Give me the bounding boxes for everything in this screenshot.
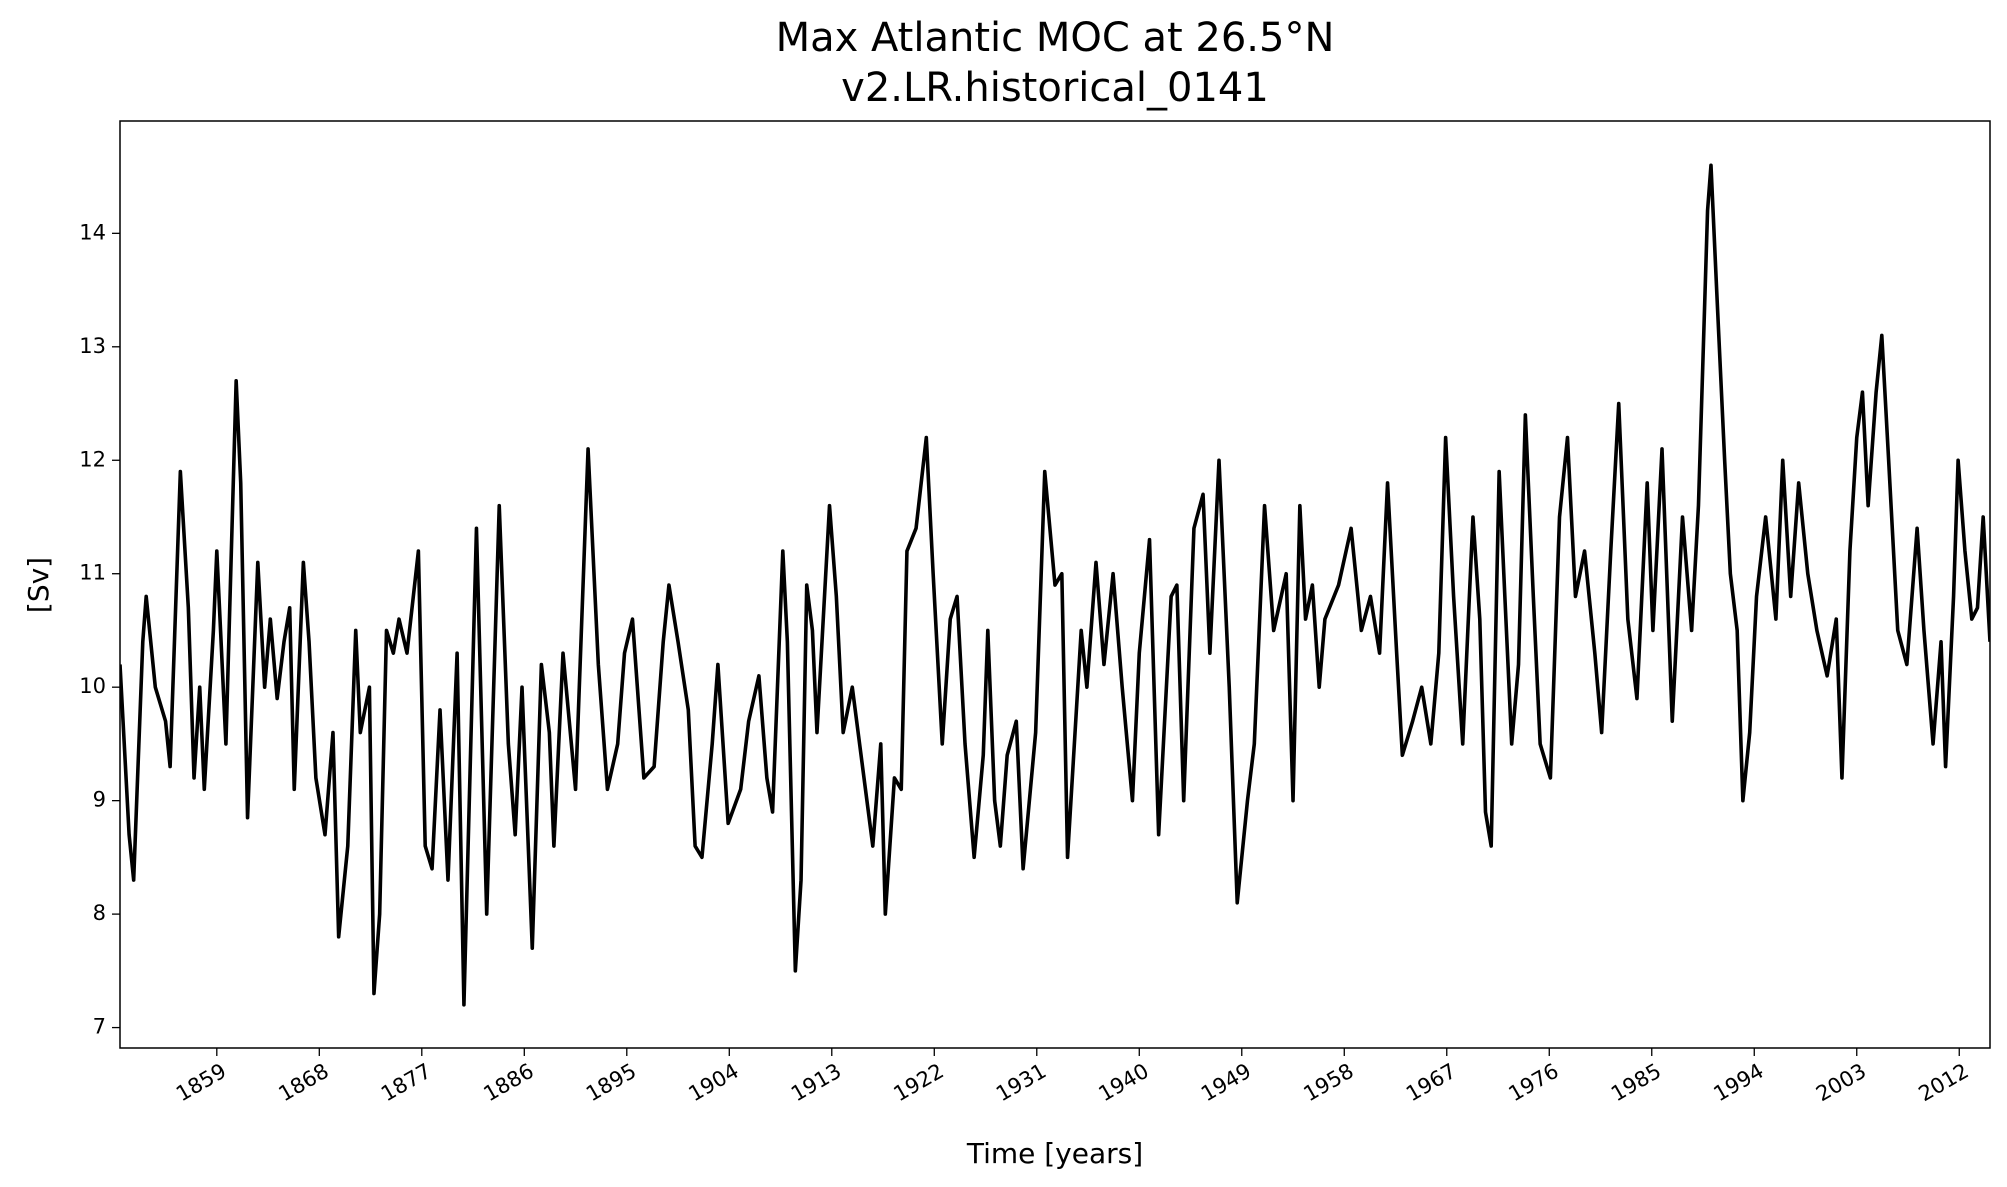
x-tick-label: 1985 — [1607, 1059, 1665, 1107]
y-tick-label: 8 — [93, 901, 106, 925]
plot-frame — [119, 120, 1991, 1049]
y-tick-label: 11 — [79, 561, 106, 585]
x-tick-label: 1886 — [480, 1059, 538, 1107]
y-tick-label: 10 — [79, 674, 106, 698]
y-tick-label: 13 — [79, 334, 106, 358]
x-tick-label: 1976 — [1504, 1059, 1562, 1107]
x-tick-label: 1931 — [992, 1059, 1050, 1107]
x-tick-label: 2003 — [1812, 1059, 1870, 1107]
x-tick-label: 1895 — [582, 1059, 640, 1107]
x-tick-label: 1904 — [684, 1059, 742, 1107]
x-tick-label: 1877 — [377, 1059, 435, 1107]
x-axis-label: Time [years] — [966, 1137, 1143, 1170]
x-tick-label: 1868 — [275, 1059, 333, 1107]
x-tick-label: 1940 — [1094, 1059, 1152, 1107]
y-tick-label: 14 — [79, 220, 106, 244]
x-tick-label: 1859 — [172, 1059, 230, 1107]
x-tick-label: 1949 — [1197, 1059, 1255, 1107]
data-line — [120, 163, 1990, 1007]
x-tick-label: 1967 — [1402, 1059, 1460, 1107]
y-tick-label: 7 — [93, 1015, 106, 1039]
x-tick-label: 1913 — [787, 1059, 845, 1107]
y-axis-label: [Sv] — [22, 557, 55, 613]
chart-title: Max Atlantic MOC at 26.5°N — [776, 15, 1335, 61]
y-tick-label: 9 — [93, 788, 106, 812]
chart-subtitle: v2.LR.historical_0141 — [841, 65, 1269, 111]
x-tick-label: 1958 — [1299, 1059, 1357, 1107]
x-tick-label: 1994 — [1709, 1059, 1767, 1107]
x-tick-label: 2012 — [1914, 1059, 1972, 1107]
y-tick-label: 12 — [79, 447, 106, 471]
x-tick-label: 1922 — [889, 1059, 947, 1107]
